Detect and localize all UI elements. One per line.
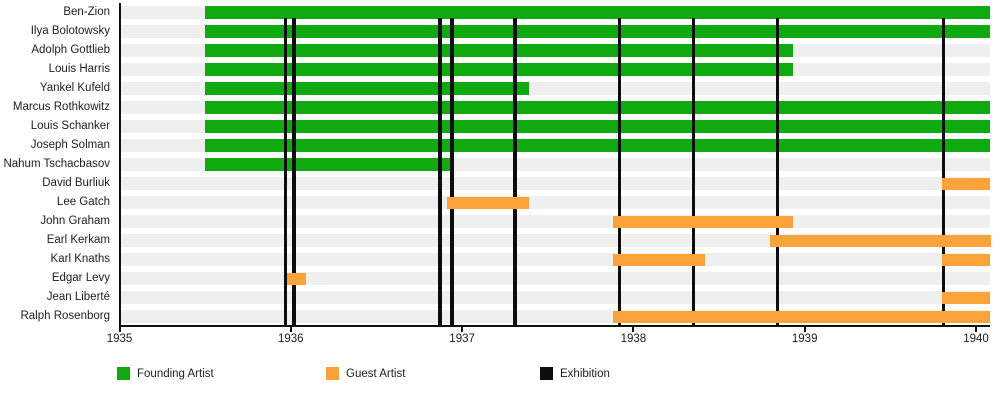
x-tick-label: 1937: [449, 333, 475, 345]
row-label-karl-knaths: Karl Knaths: [50, 253, 110, 265]
exhibition-line: [617, 18, 622, 326]
legend-swatch-icon: [326, 367, 339, 380]
exhibition-line: [292, 18, 296, 326]
founding-artist-bar: [205, 158, 451, 171]
x-axis-tick: [289, 327, 292, 332]
row-label-joseph-solman: Joseph Solman: [30, 139, 110, 151]
founding-artist-bar: [205, 25, 990, 38]
row-label-adolph-gottlieb: Adolph Gottlieb: [31, 44, 110, 56]
legend-item-exhibition: Exhibition: [540, 367, 610, 380]
guest-artist-bar: [941, 253, 990, 266]
exhibition-line: [283, 18, 288, 326]
row-label-ilya-bolotowsky: Ilya Bolotowsky: [30, 25, 110, 37]
guest-artist-bar: [612, 215, 793, 228]
x-tick-label: 1935: [106, 333, 133, 345]
x-axis-line: [119, 325, 990, 327]
exhibition-line: [450, 18, 454, 326]
guest-artist-bar: [446, 196, 529, 209]
row-track: [121, 177, 990, 190]
exhibition-line: [941, 18, 946, 326]
legend-swatch-icon: [117, 367, 130, 380]
founding-artist-bar: [205, 139, 990, 152]
row-label-jean-libert-: Jean Liberté: [46, 291, 110, 303]
guest-artist-bar: [770, 234, 992, 247]
row-label-louis-schanker: Louis Schanker: [30, 120, 110, 132]
legend-label: Founding Artist: [137, 367, 214, 380]
x-axis-tick: [632, 327, 635, 332]
x-axis-tick: [461, 327, 464, 332]
row-label-yankel-kufeld: Yankel Kufeld: [39, 82, 110, 94]
guest-artist-bar: [612, 253, 706, 266]
guest-artist-bar: [941, 177, 990, 190]
x-tick-label: 1936: [278, 333, 304, 345]
exhibition-line: [513, 18, 517, 326]
row-label-marcus-rothkowitz: Marcus Rothkowitz: [12, 101, 110, 113]
y-axis-line: [118, 3, 121, 331]
exhibition-line: [775, 18, 780, 326]
row-label-ben-zion: Ben-Zion: [63, 6, 110, 18]
row-label-earl-kerkam: Earl Kerkam: [46, 234, 110, 246]
row-label-nahum-tschacbasov: Nahum Tschacbasov: [3, 158, 110, 170]
row-label-lee-gatch: Lee Gatch: [56, 196, 110, 208]
founding-artist-bar: [205, 44, 793, 57]
founding-artist-bar: [205, 63, 793, 76]
row-label-john-graham: John Graham: [40, 215, 110, 227]
founding-artist-bar: [205, 101, 990, 114]
founding-artist-bar: [205, 82, 529, 95]
x-axis-tick: [975, 327, 977, 332]
guest-artist-bar: [612, 310, 990, 323]
legend-item-guest-artist: Guest Artist: [326, 367, 405, 380]
legend-label: Guest Artist: [346, 367, 406, 380]
row-track: [121, 196, 990, 209]
row-track: [121, 291, 990, 304]
exhibition-line: [438, 18, 442, 326]
x-axis-tick: [118, 327, 121, 332]
legend-label: Exhibition: [560, 367, 610, 380]
founding-artist-bar: [205, 6, 990, 19]
x-axis-tick: [803, 327, 806, 332]
row-label-edgar-levy: Edgar Levy: [51, 272, 110, 284]
row-track: [121, 272, 990, 285]
exhibition-line: [691, 18, 696, 326]
row-label-ralph-rosenborg: Ralph Rosenborg: [20, 310, 110, 322]
row-label-louis-harris: Louis Harris: [48, 63, 110, 75]
guest-artist-bar: [941, 291, 990, 304]
row-label-david-burliuk: David Burliuk: [42, 177, 110, 189]
legend-swatch-icon: [540, 367, 553, 380]
x-tick-label: 1938: [620, 333, 647, 345]
legend-item-founding-artist: Founding Artist: [117, 367, 214, 380]
founding-artist-bar: [205, 120, 990, 133]
row-track: [121, 253, 990, 266]
guest-artist-bar: [287, 272, 307, 285]
x-tick-label: 1939: [791, 333, 818, 345]
x-tick-label: 1940: [963, 333, 989, 345]
